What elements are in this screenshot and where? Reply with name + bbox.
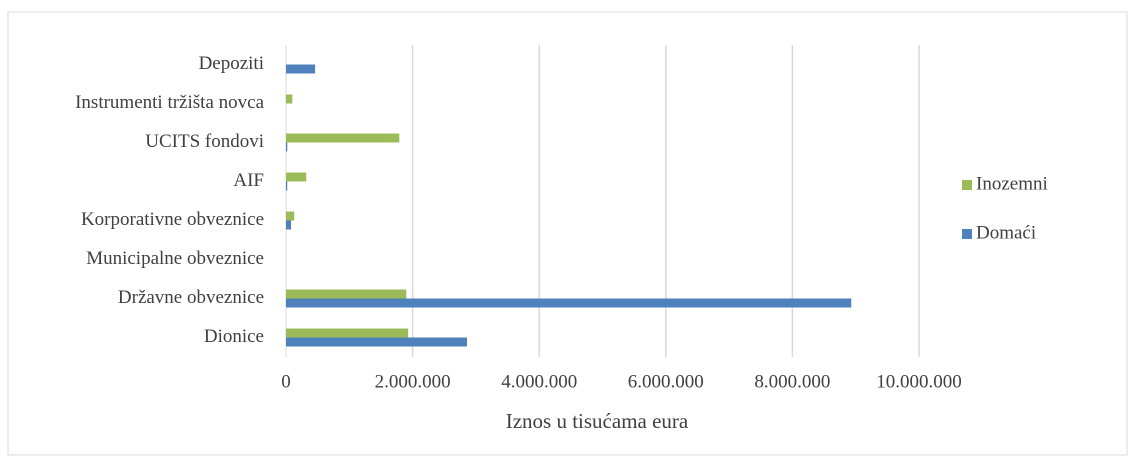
legend-label: Domaći (976, 222, 1036, 243)
x-tick-label: 0 (281, 371, 291, 392)
bar (286, 220, 292, 230)
x-tick-label: 8.000.000 (754, 371, 830, 392)
x-tick-label: 10.000.000 (876, 371, 962, 392)
x-axis-title: Iznos u tisućama eura (506, 409, 689, 433)
y-tick-label: Municipalne obveznice (86, 248, 264, 269)
bar (286, 64, 316, 74)
bar (286, 172, 307, 182)
bar (286, 133, 400, 143)
y-tick-label: Korporativne obveznice (81, 209, 264, 230)
legend-swatch (962, 180, 972, 190)
y-tick-label: AIF (233, 170, 264, 191)
bar (286, 94, 293, 104)
y-tick-label: Instrumenti tržišta novca (75, 92, 264, 113)
y-tick-label: Depoziti (199, 53, 264, 74)
bar (286, 142, 288, 152)
legend-label: Inozemni (976, 173, 1048, 194)
x-tick-label: 6.000.000 (628, 371, 704, 392)
bar (286, 289, 407, 299)
chart-border (7, 11, 1128, 456)
y-tick-label: Državne obveznice (118, 287, 264, 308)
bar (286, 337, 468, 347)
bar (286, 181, 288, 191)
legend-swatch (962, 229, 972, 239)
y-tick-label: Dionice (204, 326, 264, 347)
x-tick-label: 4.000.000 (501, 371, 577, 392)
bar (286, 298, 852, 308)
bar (286, 328, 409, 338)
y-tick-label: UCITS fondovi (145, 131, 264, 152)
x-tick-label: 2.000.000 (375, 371, 451, 392)
bar (286, 211, 295, 221)
